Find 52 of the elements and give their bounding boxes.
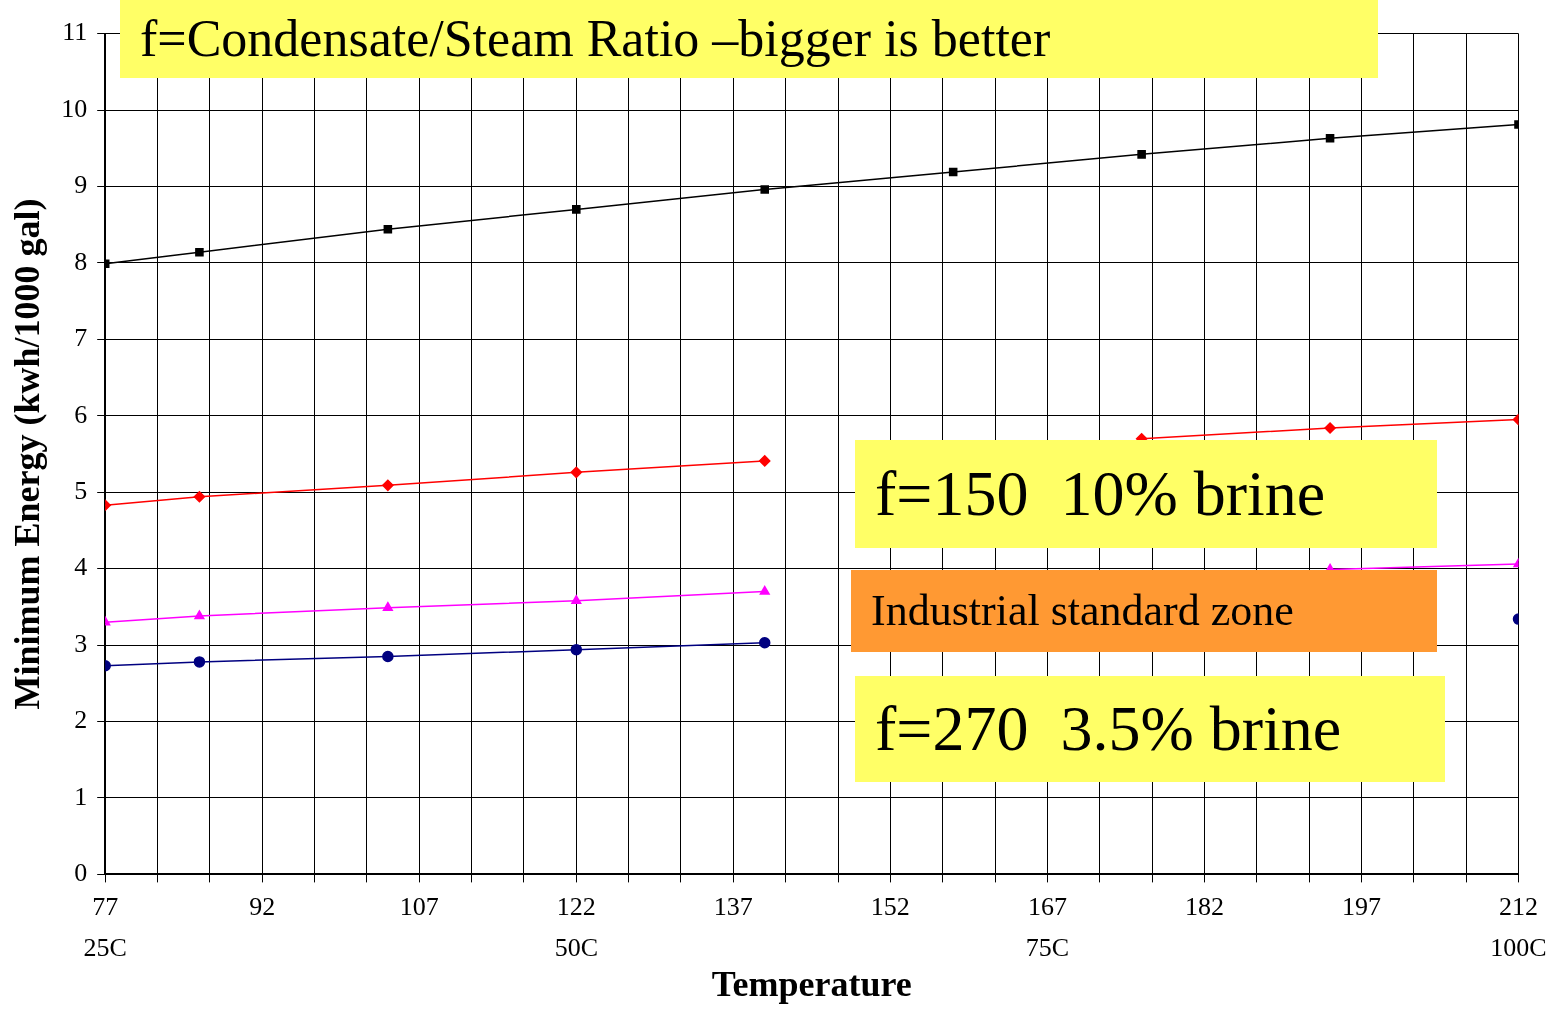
point xyxy=(948,167,958,177)
x2-tick-label: 100C xyxy=(1490,933,1547,963)
y-tick-label: 5 xyxy=(74,476,88,506)
x-tick-label: 152 xyxy=(870,891,910,921)
y-tick-label: 10 xyxy=(61,93,88,123)
point xyxy=(382,601,393,611)
x-tick-label: 212 xyxy=(1499,891,1538,921)
point xyxy=(1324,422,1336,434)
y-tick-label: 1 xyxy=(74,781,88,811)
y-tick-label: 6 xyxy=(74,399,88,429)
x2-tick-label: 75C xyxy=(1025,933,1070,963)
y-tick-label: 9 xyxy=(74,170,88,200)
point xyxy=(383,224,393,234)
point xyxy=(382,650,394,663)
annotation: Industrial standard zone xyxy=(870,585,1294,637)
x-tick-label: 92 xyxy=(249,891,276,921)
point xyxy=(1137,150,1146,159)
x-axis-title: Temperature xyxy=(711,963,912,1004)
point xyxy=(570,466,583,479)
y-tick-label: 4 xyxy=(74,552,88,582)
point xyxy=(572,205,581,214)
y-tick-label: 8 xyxy=(74,246,88,276)
x2-tick-label: 50C xyxy=(554,933,598,963)
y-tick-label: 0 xyxy=(74,858,88,888)
point xyxy=(760,185,770,194)
y-tick-label: 11 xyxy=(62,17,88,47)
point xyxy=(382,479,394,492)
x-tick-label: 107 xyxy=(399,891,439,921)
point xyxy=(193,656,206,668)
y-axis-title: Minimum Energy (kwh/1000 gal) xyxy=(6,198,47,710)
x-tick-label: 197 xyxy=(1341,891,1381,921)
point xyxy=(758,637,771,649)
point xyxy=(194,610,205,620)
x-tick-label: 137 xyxy=(713,891,753,921)
annotation: f=150 10% brine xyxy=(874,457,1326,531)
point xyxy=(759,585,770,595)
x-tick-label: 182 xyxy=(1184,891,1224,921)
x-tick-label: 122 xyxy=(556,891,596,921)
annotation: f=270 3.5% brine xyxy=(874,692,1342,766)
y-tick-label: 7 xyxy=(74,323,88,353)
x-tick-label: 77 xyxy=(92,891,119,921)
x2-tick-label: 25C xyxy=(83,933,127,963)
point xyxy=(1325,134,1335,143)
x-tick-label: 167 xyxy=(1027,891,1067,921)
chart-title: f=Condensate/Steam Ratio –bigger is better xyxy=(139,9,1051,69)
point xyxy=(758,455,771,467)
y-tick-label: 2 xyxy=(74,705,88,735)
y-tick-label: 3 xyxy=(74,628,88,658)
point xyxy=(570,643,583,656)
point xyxy=(195,247,204,257)
point xyxy=(193,491,206,503)
point xyxy=(571,595,582,605)
